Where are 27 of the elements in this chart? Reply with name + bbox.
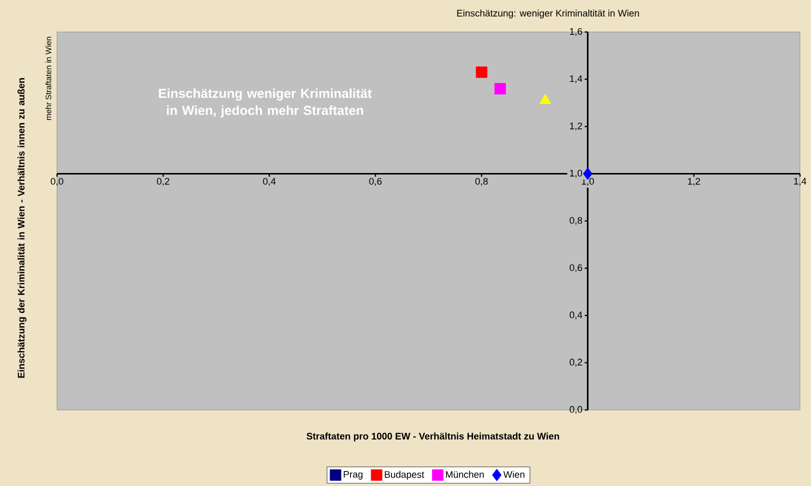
legend-label: Prag <box>344 471 362 480</box>
point <box>494 82 506 94</box>
y-tick-label: 0,6 <box>570 264 582 272</box>
legend-label: München <box>446 470 484 478</box>
x-axis-title: Straftaten pro 1000 EW - Verhältnis Heimatstadt zu Wien <box>306 432 560 442</box>
annotation: Einschätzung weniger Kriminalität in Wien, jedoch mehr Straftaten <box>158 88 372 118</box>
y-tick-label: 0,4 <box>570 312 582 320</box>
point <box>476 66 488 78</box>
y-tick-label: 0,2 <box>570 358 582 367</box>
y-tick-label: 0,8 <box>570 217 582 225</box>
text: mehr Straftaten in Wien <box>45 36 52 120</box>
y-tick-label: 1,2 <box>570 122 582 130</box>
x-tick-label: 0,0 <box>50 178 64 186</box>
x-tick-label: 0,6 <box>369 178 382 186</box>
chart-title: Einschätzung: weniger Kriminaltität in Wien <box>457 10 639 18</box>
y-axis-title: Einschätzung der Kriminalität in Wien - Verhältnis innen zu außen <box>18 78 26 378</box>
x-tick-label: 0,4 <box>263 178 276 186</box>
y-tick-label: 1,6 <box>570 28 582 36</box>
x-tick-label: 1,4 <box>794 178 806 186</box>
legend-label: Wien <box>503 470 524 478</box>
legend-label: Budapest <box>384 470 424 480</box>
y-tick-label: 1,0 <box>570 170 582 178</box>
y-tick-label: 0,0 <box>570 406 582 414</box>
x-tick-label: 1,2 <box>688 178 700 186</box>
x-tick-label: 0,2 <box>156 178 170 186</box>
y-tick-label: 1,4 <box>570 75 582 84</box>
x-tick-label: 0,8 <box>475 178 488 186</box>
